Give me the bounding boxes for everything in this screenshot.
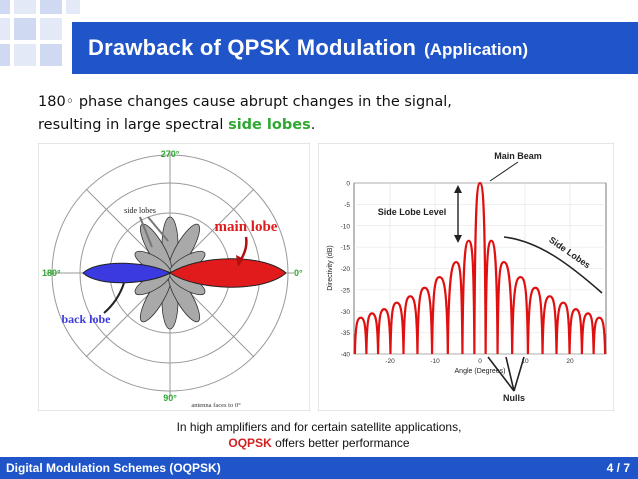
slide-subtitle: (Application): [424, 39, 528, 59]
lobe-peak-point: [383, 308, 385, 310]
side-lobe-level-annotation: Side Lobe Level: [378, 207, 447, 217]
chart-ylabel: Directivity (dB): [327, 245, 334, 291]
side-lobes-arrow-1: [139, 216, 153, 248]
lobe-peak-point: [598, 316, 601, 319]
nulls-arrow-1: [487, 356, 515, 392]
y-tick-label: -15: [341, 245, 351, 252]
angle-label-right: 0°: [294, 268, 303, 278]
y-tick-label: -5: [344, 202, 350, 209]
main-beam-pointer: [489, 161, 519, 182]
side-lobe-level-arrowhead-up: [454, 185, 462, 193]
side-lobe-level-arrowhead-down: [454, 235, 462, 243]
nulls-arrow-3: [513, 356, 525, 392]
lobe-peak-point: [562, 301, 565, 304]
antenna-note: antenna faces to 0°: [191, 402, 241, 409]
caption-line-2-rest: offers better performance: [271, 436, 410, 450]
nulls-annotation: Nulls: [503, 393, 525, 403]
footer-title: Digital Modulation Schemes (OQPSK): [6, 461, 221, 475]
back-lobe-arrow: [103, 282, 125, 314]
x-tick-label: 20: [566, 358, 574, 365]
x-tick-label: 10: [521, 358, 529, 365]
side-lobes-highlight: side lobes: [228, 117, 311, 133]
lobe-peak-point: [438, 276, 441, 278]
caption-oqpsk: OQPSK: [228, 436, 272, 450]
main-lobe-arrowhead: [236, 255, 244, 267]
body-line-2-prefix: resulting in large spectral: [38, 117, 229, 133]
decorative-squares: [0, 0, 80, 66]
angle-label-bottom: 90°: [163, 393, 177, 403]
y-tick-label: -20: [341, 266, 351, 273]
body-text: 180◦ phase changes cause abrupt changes …: [38, 91, 452, 137]
main-lobe-label: main lobe: [215, 219, 278, 235]
lobe-peak-point: [479, 182, 481, 184]
lobe-peak-point: [467, 239, 470, 242]
lobe-peak-point: [503, 261, 505, 263]
tick-layer: 0 -5 -10 -15 -20 -25 -30 -35 -40 -20 -10 0 10 20: [341, 181, 574, 366]
y-tick-label: -35: [341, 330, 351, 337]
side-lobes-arrow-2: [147, 216, 169, 242]
footer-bar: Digital Modulation Schemes (OQPSK) 4 / 7: [0, 457, 638, 479]
y-tick-label: -25: [341, 287, 351, 294]
lobe-peak-point: [534, 286, 537, 289]
caption: In high amplifiers and for certain satel…: [0, 419, 638, 451]
angle-label-top: 270°: [161, 149, 180, 159]
lobe-peak-point: [490, 239, 493, 242]
lobe-peak-point: [371, 312, 373, 315]
side-lobes-label: side lobes: [124, 206, 156, 215]
body-line-2-suffix: .: [310, 117, 316, 133]
x-tick-label: -20: [385, 358, 395, 365]
lobe-peak-point: [395, 301, 398, 304]
body-line-1: 180◦ phase changes cause abrupt changes …: [38, 94, 452, 110]
slide-title: Drawback of QPSK Modulation: [88, 35, 417, 60]
nulls-arrow-2: [505, 356, 515, 392]
lobe-peak-point: [587, 312, 589, 315]
y-tick-label: -10: [341, 223, 351, 230]
y-tick-label: 0: [346, 181, 350, 188]
caption-line-1: In high amplifiers and for certain satel…: [176, 420, 462, 434]
slide-number: 4 / 7: [606, 461, 630, 475]
chart-xlabel: Angle (Degrees): [455, 368, 506, 375]
angle-label-left: 180°: [42, 268, 61, 278]
x-tick-label: 0: [478, 358, 482, 365]
lobe-peak-point: [519, 276, 522, 278]
lobe-peak-point: [548, 295, 551, 298]
side-lobes-bracket: [503, 236, 603, 294]
polar-pattern-figure: 270° 0° 180° 90° side lobes main lobe ba…: [38, 143, 310, 411]
directivity-chart: 0 -5 -10 -15 -20 -25 -30 -35 -40 -20 -10 0 10 20 Angl…: [318, 143, 614, 411]
caption-line-2: OQPSK offers better performance: [0, 435, 638, 451]
main-beam-annotation: Main Beam: [494, 151, 542, 161]
lobe-peak-point: [409, 295, 412, 298]
main-lobe-shape: [169, 258, 287, 288]
body-line-2: resulting in large spectral side lobes.: [38, 114, 452, 137]
lobe-peak-point: [359, 316, 362, 319]
lobe-peak-point: [575, 308, 577, 310]
lobe-peak-point: [423, 286, 426, 289]
y-tick-label: -30: [341, 309, 351, 316]
lobe-peak-point: [455, 261, 457, 263]
back-lobe-label: back lobe: [61, 312, 111, 326]
back-lobe-shape: [82, 262, 172, 284]
y-tick-label: -40: [341, 352, 351, 359]
x-tick-label: -10: [430, 358, 440, 365]
title-bar: Drawback of QPSK Modulation (Application…: [72, 22, 638, 74]
